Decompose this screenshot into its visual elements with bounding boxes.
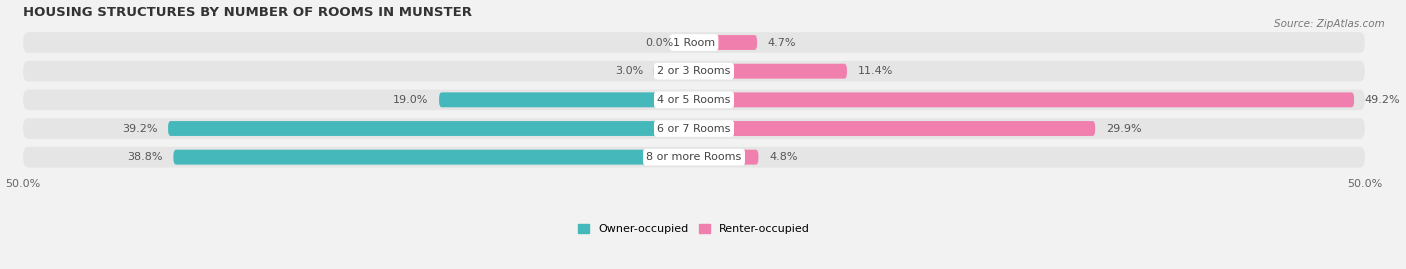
Text: 6 or 7 Rooms: 6 or 7 Rooms [658, 123, 731, 133]
FancyBboxPatch shape [22, 118, 1365, 139]
FancyBboxPatch shape [439, 92, 695, 107]
Text: 8 or more Rooms: 8 or more Rooms [647, 152, 741, 162]
FancyBboxPatch shape [22, 61, 1365, 82]
FancyBboxPatch shape [695, 150, 758, 165]
Text: 11.4%: 11.4% [858, 66, 893, 76]
FancyBboxPatch shape [22, 32, 1365, 53]
Text: 39.2%: 39.2% [122, 123, 157, 133]
FancyBboxPatch shape [654, 64, 695, 79]
Text: 19.0%: 19.0% [394, 95, 429, 105]
Text: 4.7%: 4.7% [768, 37, 796, 48]
FancyBboxPatch shape [695, 35, 756, 50]
Text: 4.8%: 4.8% [769, 152, 797, 162]
FancyBboxPatch shape [173, 150, 695, 165]
Text: 29.9%: 29.9% [1107, 123, 1142, 133]
FancyBboxPatch shape [695, 121, 1095, 136]
Text: 3.0%: 3.0% [614, 66, 643, 76]
Text: 0.0%: 0.0% [645, 37, 673, 48]
Text: 2 or 3 Rooms: 2 or 3 Rooms [658, 66, 731, 76]
FancyBboxPatch shape [22, 90, 1365, 110]
Text: HOUSING STRUCTURES BY NUMBER OF ROOMS IN MUNSTER: HOUSING STRUCTURES BY NUMBER OF ROOMS IN… [22, 6, 472, 19]
FancyBboxPatch shape [695, 92, 1354, 107]
FancyBboxPatch shape [22, 147, 1365, 168]
Text: Source: ZipAtlas.com: Source: ZipAtlas.com [1274, 19, 1385, 29]
Text: 1 Room: 1 Room [673, 37, 716, 48]
Text: 4 or 5 Rooms: 4 or 5 Rooms [658, 95, 731, 105]
FancyBboxPatch shape [169, 121, 695, 136]
Text: 49.2%: 49.2% [1365, 95, 1400, 105]
FancyBboxPatch shape [695, 64, 846, 79]
Legend: Owner-occupied, Renter-occupied: Owner-occupied, Renter-occupied [574, 219, 814, 239]
Text: 38.8%: 38.8% [127, 152, 163, 162]
